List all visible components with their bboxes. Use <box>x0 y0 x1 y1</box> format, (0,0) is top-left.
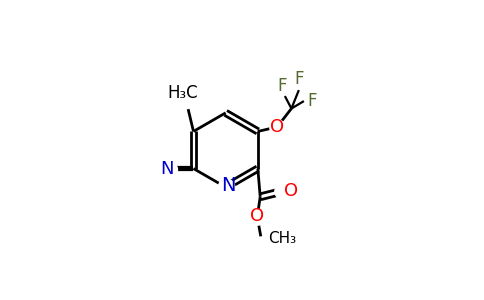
Text: N: N <box>221 176 236 195</box>
Text: F: F <box>278 77 287 95</box>
Text: O: O <box>250 207 264 225</box>
Text: O: O <box>270 118 284 136</box>
Text: CH₃: CH₃ <box>268 231 296 246</box>
Text: F: F <box>294 70 303 88</box>
Text: N: N <box>160 160 173 178</box>
Text: F: F <box>307 92 317 110</box>
Text: H₃C: H₃C <box>168 84 198 102</box>
Text: O: O <box>284 182 298 200</box>
